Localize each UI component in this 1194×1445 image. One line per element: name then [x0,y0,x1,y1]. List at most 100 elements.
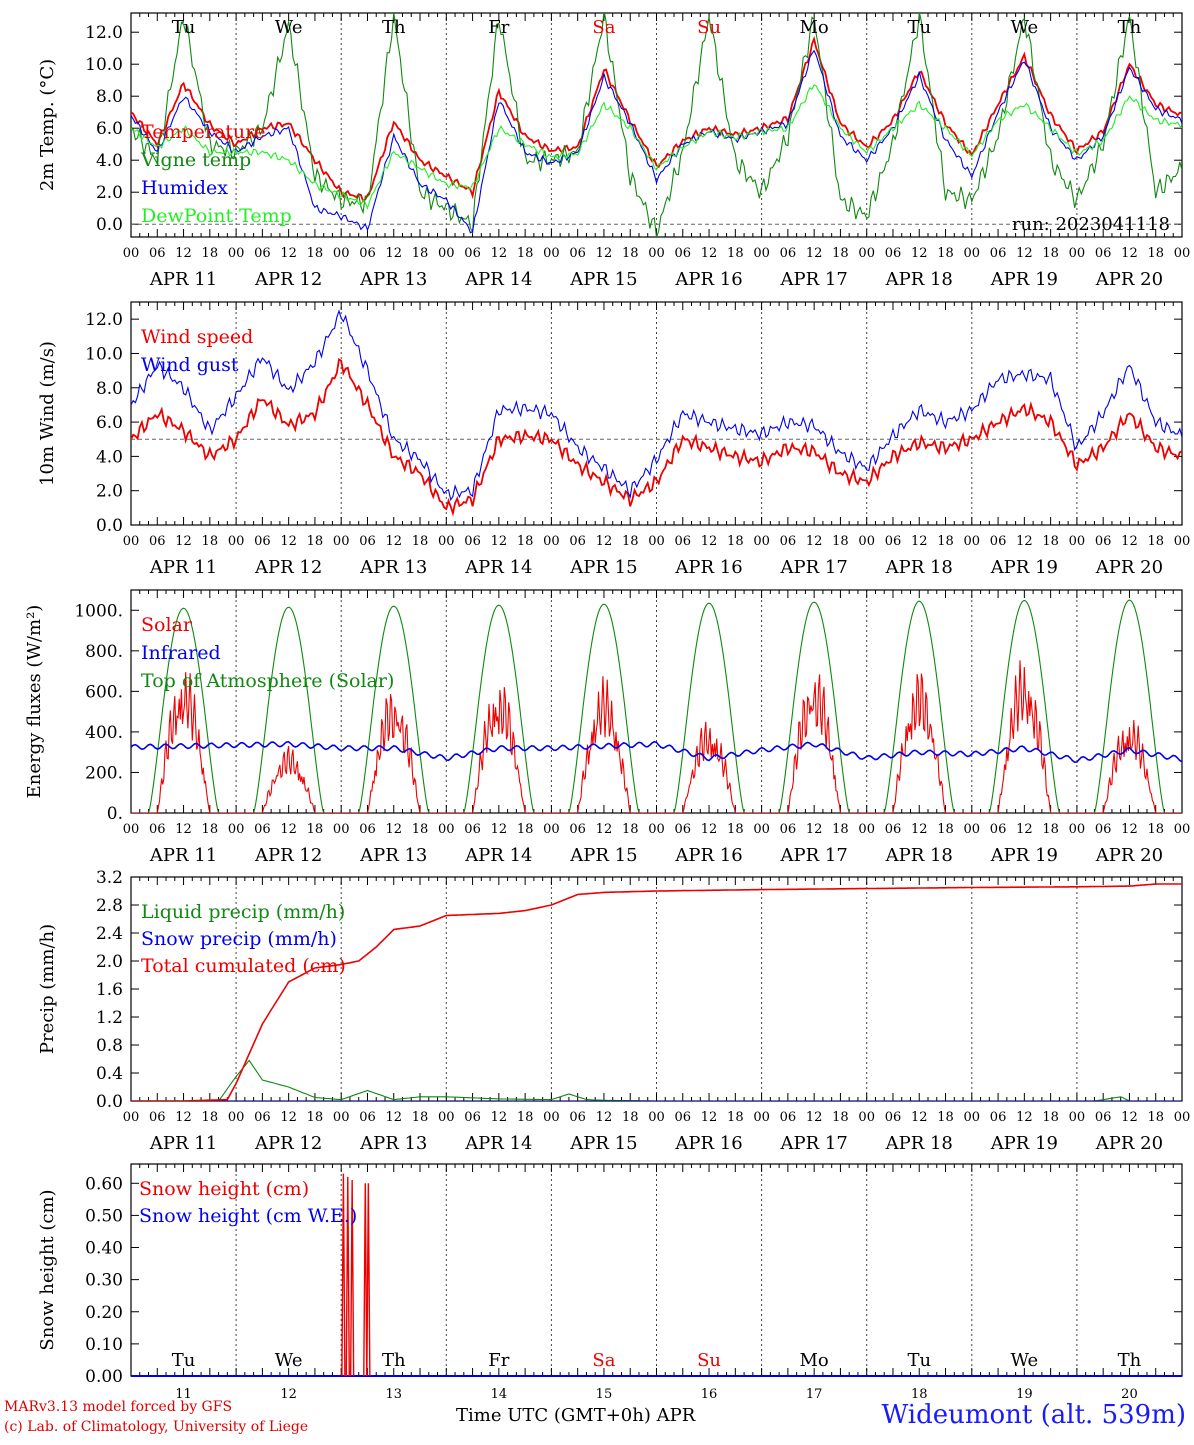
y-tick-label: 1.2 [96,1008,123,1028]
hour-tick-label: 00 [648,1110,665,1125]
hour-tick-label: 00 [543,246,560,261]
weekday-label: Su [697,17,721,38]
y-tick-label: 0.0 [96,215,123,235]
hour-tick-label: 06 [780,246,797,261]
hour-tick-label: 06 [464,534,481,549]
hour-tick-label: 06 [675,534,692,549]
series-line-wind-gust [131,309,1182,502]
date-label: APR 15 [569,557,637,578]
hour-tick-label: 00 [753,246,770,261]
hour-tick-label: 18 [727,822,744,837]
hour-tick-label: 00 [228,534,245,549]
hour-tick-label: 12 [280,1110,297,1125]
hour-tick-label: 00 [123,822,140,837]
date-label: APR 18 [885,557,953,578]
weekday-label: Th [382,1350,406,1371]
hour-tick-label: 12 [806,822,823,837]
weekday-label: Fr [488,1350,509,1371]
y-tick-label: 0.8 [96,1036,123,1056]
hour-tick-label: 06 [990,246,1007,261]
hour-tick-label: 18 [517,246,534,261]
hour-tick-label: 06 [1095,822,1112,837]
hour-tick-label: 00 [333,1110,350,1125]
hour-tick-label: 18 [1042,1110,1059,1125]
hour-tick-label: 00 [964,822,981,837]
hour-tick-label: 18 [517,1110,534,1125]
hour-tick-label: 12 [911,1110,928,1125]
y-tick-label: 12.0 [85,310,123,330]
y-tick-label: 12.0 [85,23,123,43]
hour-tick-label: 06 [569,822,586,837]
hour-tick-label: 18 [412,534,429,549]
hour-tick-label: 12 [175,534,192,549]
y-tick-label: 2.0 [96,183,123,203]
hour-tick-label: 18 [832,246,849,261]
y-tick-label: 6.0 [96,413,123,433]
date-label: APR 19 [990,557,1058,578]
hour-tick-label: 06 [885,246,902,261]
hour-tick-label: 06 [569,1110,586,1125]
hour-tick-label: 12 [175,822,192,837]
hour-tick-label: 18 [937,246,954,261]
y-tick-label: 1.6 [96,980,123,1000]
legend-entry: DewPoint Temp [141,205,292,227]
legend-entry: Solar [141,614,193,636]
hour-tick-label: 00 [438,1110,455,1125]
hour-tick-label: 18 [202,246,219,261]
hour-tick-label: 06 [780,534,797,549]
date-label: APR 20 [1095,269,1163,290]
y-tick-label: 0. [107,804,123,824]
hour-tick-label: 06 [254,534,271,549]
hour-tick-label: 12 [596,534,613,549]
hour-tick-label: 00 [648,534,665,549]
y-tick-label: 800. [85,642,123,662]
date-label: APR 15 [569,269,637,290]
hour-tick-label: 18 [727,1110,744,1125]
hour-tick-label: 06 [359,534,376,549]
hour-tick-label: 12 [701,1110,718,1125]
hour-tick-label: 12 [596,246,613,261]
day-number-label: 16 [701,1387,718,1402]
weekday-label: Th [1118,1350,1142,1371]
date-label: APR 14 [464,845,532,866]
hour-tick-label: 00 [123,534,140,549]
hour-tick-label: 06 [885,1110,902,1125]
snow-height-spike [341,1173,346,1377]
hour-tick-label: 00 [228,822,245,837]
date-label: APR 16 [674,557,742,578]
hour-tick-label: 06 [464,822,481,837]
hour-tick-label: 12 [280,534,297,549]
hour-tick-label: 06 [254,1110,271,1125]
legend-entry: Temperature [141,121,265,143]
hour-tick-label: 00 [753,534,770,549]
day-number-label: 15 [596,1387,613,1402]
hour-tick-label: 00 [1069,822,1086,837]
date-label: APR 16 [674,1133,742,1154]
hour-tick-label: 18 [1042,822,1059,837]
hour-tick-label: 00 [1174,1110,1191,1125]
weekday-label: Tu [172,17,196,38]
date-label: APR 13 [359,845,427,866]
date-label: APR 14 [464,1133,532,1154]
y-axis-label: 2m Temp. (°C) [37,59,58,191]
hour-tick-label: 06 [990,1110,1007,1125]
hour-tick-label: 18 [1147,534,1164,549]
y-axis-label: Snow height (cm) [37,1189,58,1350]
legend-entry: Vigne temp [140,149,251,171]
hour-tick-label: 12 [806,246,823,261]
hour-tick-label: 06 [569,246,586,261]
y-tick-label: 0.20 [85,1303,123,1323]
hour-tick-label: 00 [333,246,350,261]
station-title: Wideumont (alt. 539m) [881,1400,1186,1430]
hour-tick-label: 18 [307,534,324,549]
hour-tick-label: 06 [1095,246,1112,261]
hour-tick-label: 00 [228,246,245,261]
date-label: APR 15 [569,845,637,866]
hour-tick-label: 06 [780,822,797,837]
y-tick-label: 4.0 [96,447,123,467]
hour-tick-label: 12 [491,822,508,837]
hour-tick-label: 00 [1069,534,1086,549]
date-label: APR 14 [464,557,532,578]
time-axis-title: Time UTC (GMT+0h) APR [456,1405,696,1426]
y-tick-label: 0.0 [96,516,123,536]
